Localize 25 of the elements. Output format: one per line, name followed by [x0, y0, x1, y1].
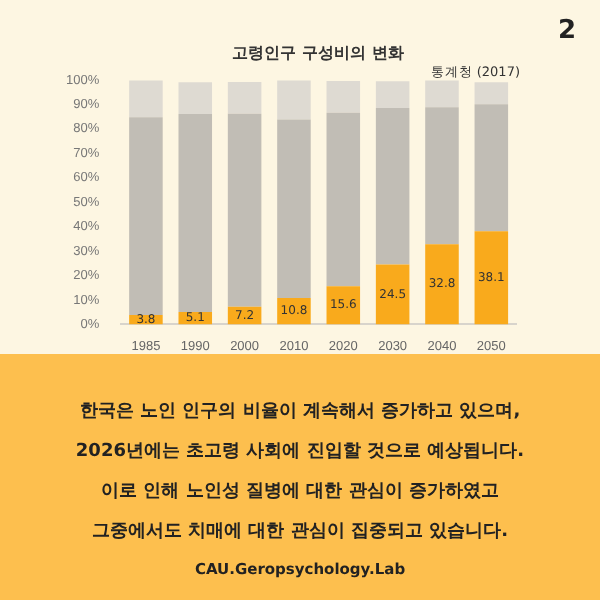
bar [474, 82, 509, 105]
bar [227, 81, 262, 114]
text: 2026년에는 초고령 사회에 진입할 것으로 예상됩니다. [73, 440, 527, 466]
text: 2 [557, 16, 576, 46]
bar [178, 113, 213, 312]
bar [375, 81, 410, 109]
bar [425, 80, 459, 108]
text: 한국은 노인 인구의 비율이 계속해서 증가하고 있으며, [77, 400, 523, 426]
bar [326, 80, 361, 113]
bar [277, 80, 311, 120]
bar [425, 244, 459, 325]
text: 그중에서도 치매에 대한 관심이 집중되고 있습니다. [89, 520, 511, 546]
bar [129, 117, 163, 316]
bar [178, 82, 213, 114]
bar [227, 113, 262, 307]
bar [326, 112, 361, 287]
bar [474, 104, 509, 232]
bar [474, 231, 509, 325]
bar [375, 264, 410, 325]
bar [375, 108, 410, 265]
bar [129, 80, 163, 118]
text: 이로 인해 노인성 질병에 대한 관심이 증가하였고 [99, 480, 501, 506]
bar [277, 119, 311, 299]
chart-title: 고령인구 구성비의 변화 [232, 44, 404, 62]
bar [425, 107, 459, 245]
